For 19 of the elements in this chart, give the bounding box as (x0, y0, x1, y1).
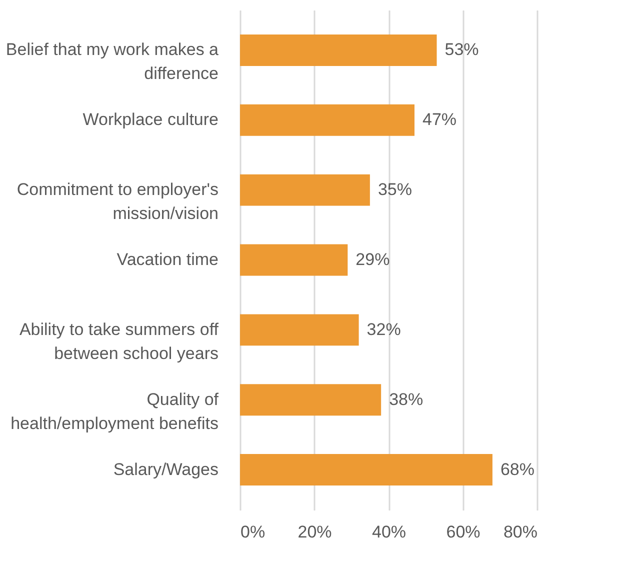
y-tick-label: Commitment to employer's mission/vision (16, 180, 218, 224)
x-tick-label: 0% (240, 522, 266, 542)
data-label: 38% (389, 390, 424, 409)
x-tick-label: 20% (298, 522, 332, 542)
data-label: 35% (378, 180, 412, 200)
x-tick-label: 60% (446, 522, 480, 542)
y-tick-label: Belief that my work makes a difference (6, 40, 220, 84)
data-label: 32% (366, 320, 401, 339)
y-tick-label: Quality of health/employment benefits (10, 390, 219, 433)
y-tick-label: Workplace culture (82, 110, 218, 130)
data-label: 29% (356, 250, 390, 269)
x-tick-label: 40% (372, 522, 406, 542)
y-tick-label: Vacation time (116, 250, 218, 269)
y-tick-label: Ability to take summers off between school years (19, 320, 219, 363)
data-label: 47% (422, 110, 457, 130)
x-tick-label: 80% (503, 522, 538, 542)
data-label: 68% (500, 460, 534, 479)
data-label: 53% (444, 40, 479, 60)
y-tick-label: Salary/Wages (113, 460, 218, 479)
